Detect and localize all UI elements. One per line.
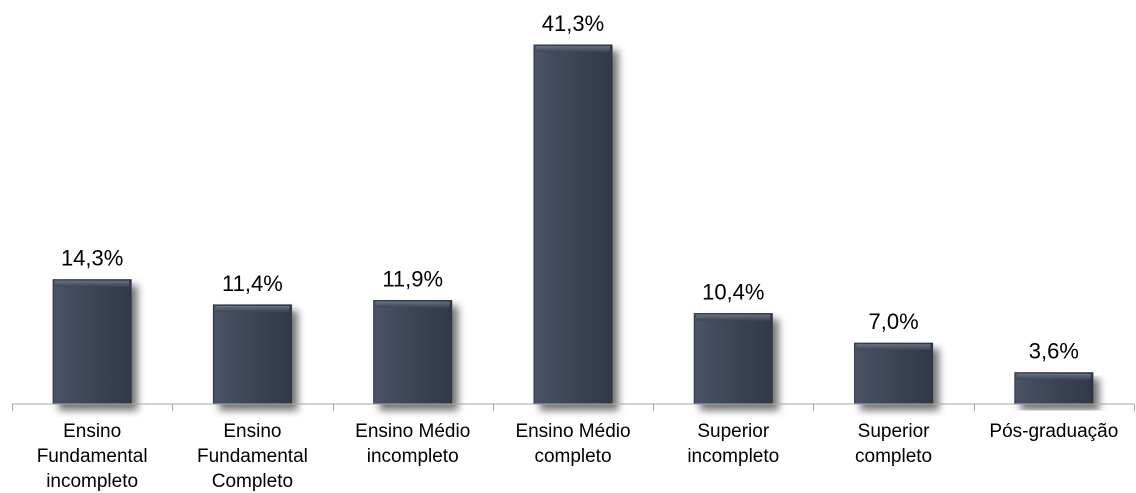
bar bbox=[373, 300, 453, 405]
bar-bevel bbox=[1016, 373, 1091, 380]
category-labels-layer: Ensino Fundamental incompleto Ensino Fundame… bbox=[37, 421, 1119, 492]
x-axis bbox=[12, 403, 1135, 411]
bar bbox=[212, 304, 292, 405]
category-label: Ensino Fundamental Completo bbox=[197, 421, 308, 492]
bars-layer bbox=[52, 44, 1094, 405]
bar-bevel bbox=[55, 280, 130, 287]
bar-group bbox=[212, 304, 292, 405]
value-labels-layer: 14,3% 11,4% 11,9% 41,3% 10,4% 7,0% 3,6% bbox=[61, 11, 1079, 364]
category-label: Superior completo bbox=[855, 421, 932, 467]
bar-group bbox=[373, 300, 453, 405]
bar-bevel bbox=[856, 344, 931, 351]
bar-bevel bbox=[375, 301, 450, 308]
category-label: Ensino Médio incompleto bbox=[355, 421, 470, 467]
category-label-line: incompleto bbox=[687, 446, 779, 467]
bar bbox=[533, 44, 613, 405]
category-label: Superior incompleto bbox=[687, 421, 779, 467]
category-label: Ensino Fundamental incompleto bbox=[37, 421, 148, 492]
bar bbox=[52, 279, 132, 405]
category-label-line: Ensino Médio bbox=[355, 421, 470, 442]
bar-bevel bbox=[536, 46, 610, 52]
bar-group bbox=[533, 44, 613, 405]
category-label-line: Superior bbox=[858, 421, 930, 442]
category-label-line: completo bbox=[534, 446, 611, 467]
bar-group bbox=[52, 279, 132, 405]
category-label-line: Completo bbox=[212, 471, 293, 492]
bar-bevel bbox=[215, 305, 290, 312]
data-label: 11,4% bbox=[222, 271, 283, 296]
data-label: 10,4% bbox=[702, 280, 764, 305]
category-label-line: Superior bbox=[697, 421, 769, 442]
category-label-line: Fundamental bbox=[197, 446, 308, 467]
category-label-line: Ensino Médio bbox=[515, 421, 630, 442]
category-label-line: incompleto bbox=[46, 471, 138, 492]
category-label-line: completo bbox=[855, 446, 932, 467]
bar bbox=[854, 342, 934, 405]
category-label-line: Ensino bbox=[63, 421, 121, 442]
category-label-line: Pós-graduação bbox=[989, 421, 1118, 442]
data-label: 41,3% bbox=[542, 11, 604, 36]
bar-group bbox=[693, 313, 773, 405]
category-label: Pós-graduação bbox=[989, 421, 1118, 442]
data-label: 3,6% bbox=[1029, 339, 1079, 364]
bar-group bbox=[854, 342, 934, 405]
category-label-line: incompleto bbox=[367, 446, 459, 467]
bar-bevel bbox=[696, 314, 771, 321]
data-label: 7,0% bbox=[868, 309, 918, 334]
bar-group bbox=[1014, 372, 1094, 405]
data-label: 14,3% bbox=[61, 246, 123, 271]
category-label-line: Ensino bbox=[223, 421, 281, 442]
category-label-line: Fundamental bbox=[37, 446, 148, 467]
category-label: Ensino Médio completo bbox=[515, 421, 630, 467]
bar bbox=[693, 313, 773, 405]
data-label: 11,9% bbox=[382, 267, 443, 292]
